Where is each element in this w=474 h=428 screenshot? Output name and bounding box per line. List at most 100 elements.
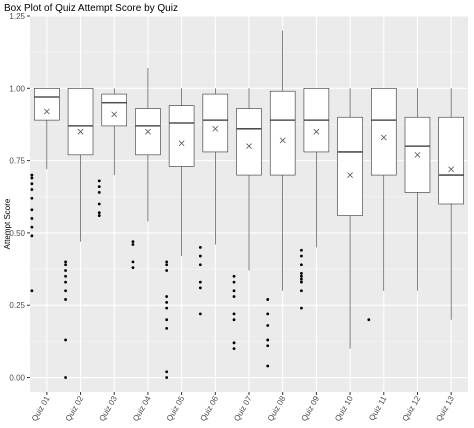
outlier-point (198, 286, 202, 290)
iqr-box (337, 116, 363, 216)
outlier-point (232, 312, 236, 316)
outlier-point (165, 306, 169, 310)
outlier-point (131, 243, 135, 246)
x-tick-label: Quiz 07 (232, 394, 254, 423)
outlier-point (30, 225, 34, 229)
outlier-point (198, 245, 202, 249)
outlier-point (30, 176, 34, 180)
outlier-point (266, 364, 270, 368)
box-7 (232, 88, 262, 351)
outlier-point (266, 298, 270, 301)
outlier-point (165, 263, 169, 267)
x-tick-label: Quiz 12 (401, 394, 423, 423)
x-tick-label: Quiz 06 (198, 394, 220, 423)
outlier-point (300, 306, 303, 310)
outlier-point (300, 263, 303, 267)
box-3 (97, 88, 127, 217)
x-tick-label: Quiz 11 (367, 394, 389, 422)
mean-marker (313, 128, 320, 135)
outlier-point (300, 289, 303, 293)
x-tick-label: Quiz 08 (266, 394, 288, 423)
outlier-point (300, 272, 303, 275)
x-tick-label: Quiz 05 (165, 394, 187, 423)
outlier-point (131, 240, 135, 244)
iqr-box (168, 105, 195, 167)
y-tick-label: 0.00 (9, 374, 25, 383)
iqr-box (202, 93, 229, 153)
box-1 (30, 88, 60, 293)
mean-marker (448, 166, 455, 173)
outlier-point (97, 214, 101, 217)
outlier-point (97, 211, 101, 215)
outlier-point (266, 324, 270, 327)
box-6 (198, 88, 229, 316)
outlier-point (300, 254, 303, 258)
outlier-point (64, 260, 67, 264)
box-5 (165, 88, 195, 379)
y-tick-label: 1.25 (9, 12, 25, 21)
x-tick-label: Quiz 10 (333, 394, 355, 423)
outlier-point (232, 280, 236, 284)
mean-marker (178, 140, 185, 147)
outlier-point (165, 318, 169, 322)
mean-marker (77, 128, 84, 135)
outlier-point (30, 173, 34, 177)
outlier-point (64, 338, 67, 342)
box-9 (300, 88, 330, 310)
iqr-box (34, 88, 60, 121)
outlier-point (64, 289, 67, 293)
y-tick-label: 0.50 (9, 229, 25, 238)
y-tick-label: 0.25 (9, 301, 25, 310)
outlier-point (131, 266, 135, 270)
outlier-point (165, 326, 169, 330)
mean-marker (414, 151, 421, 158)
y-axis-ticks: 0.00 0.25 0.50 0.75 1.00 1.25 (9, 12, 30, 383)
outlier-point (64, 376, 67, 379)
iqr-box (101, 93, 127, 127)
outlier-point (30, 182, 34, 186)
x-tick-label: Quiz 03 (97, 394, 119, 423)
mean-marker (111, 111, 118, 118)
outlier-point (165, 300, 169, 304)
iqr-box (438, 116, 464, 205)
box-11 (367, 88, 397, 322)
outlier-point (266, 338, 270, 342)
outlier-point (97, 191, 101, 194)
outlier-point (232, 341, 236, 345)
box-13 (438, 88, 464, 320)
box-8 (266, 30, 296, 368)
box-2 (64, 88, 94, 379)
outlier-point (30, 289, 34, 293)
outlier-point (30, 217, 34, 220)
outlier-point (97, 179, 101, 183)
outlier-point (64, 274, 67, 278)
outlier-point (165, 269, 169, 272)
outlier-point (64, 263, 67, 267)
outlier-point (30, 234, 34, 238)
y-tick-label: 0.75 (9, 157, 25, 166)
outlier-point (266, 344, 270, 348)
box-12 (404, 88, 431, 291)
y-axis-label: Attempt Score (3, 198, 12, 249)
mean-marker (380, 134, 387, 141)
outlier-point (198, 254, 202, 258)
outlier-point (131, 260, 135, 264)
iqr-box (236, 108, 262, 176)
outlier-point (30, 196, 34, 200)
mean-marker (43, 108, 50, 115)
outlier-point (165, 376, 169, 379)
mean-marker (145, 128, 151, 135)
iqr-box (67, 88, 94, 156)
outlier-point (165, 370, 169, 374)
chart-title: Box Plot of Quiz Attempt Score by Quiz (4, 3, 178, 14)
outlier-point (232, 295, 236, 298)
outlier-point (300, 277, 303, 281)
x-tick-label: Quiz 04 (131, 394, 153, 423)
outlier-point (165, 295, 169, 298)
mean-marker (212, 125, 219, 132)
x-tick-label: Quiz 13 (434, 394, 456, 423)
iqr-box (269, 90, 296, 176)
mean-marker (246, 143, 252, 150)
outlier-point (198, 312, 202, 316)
